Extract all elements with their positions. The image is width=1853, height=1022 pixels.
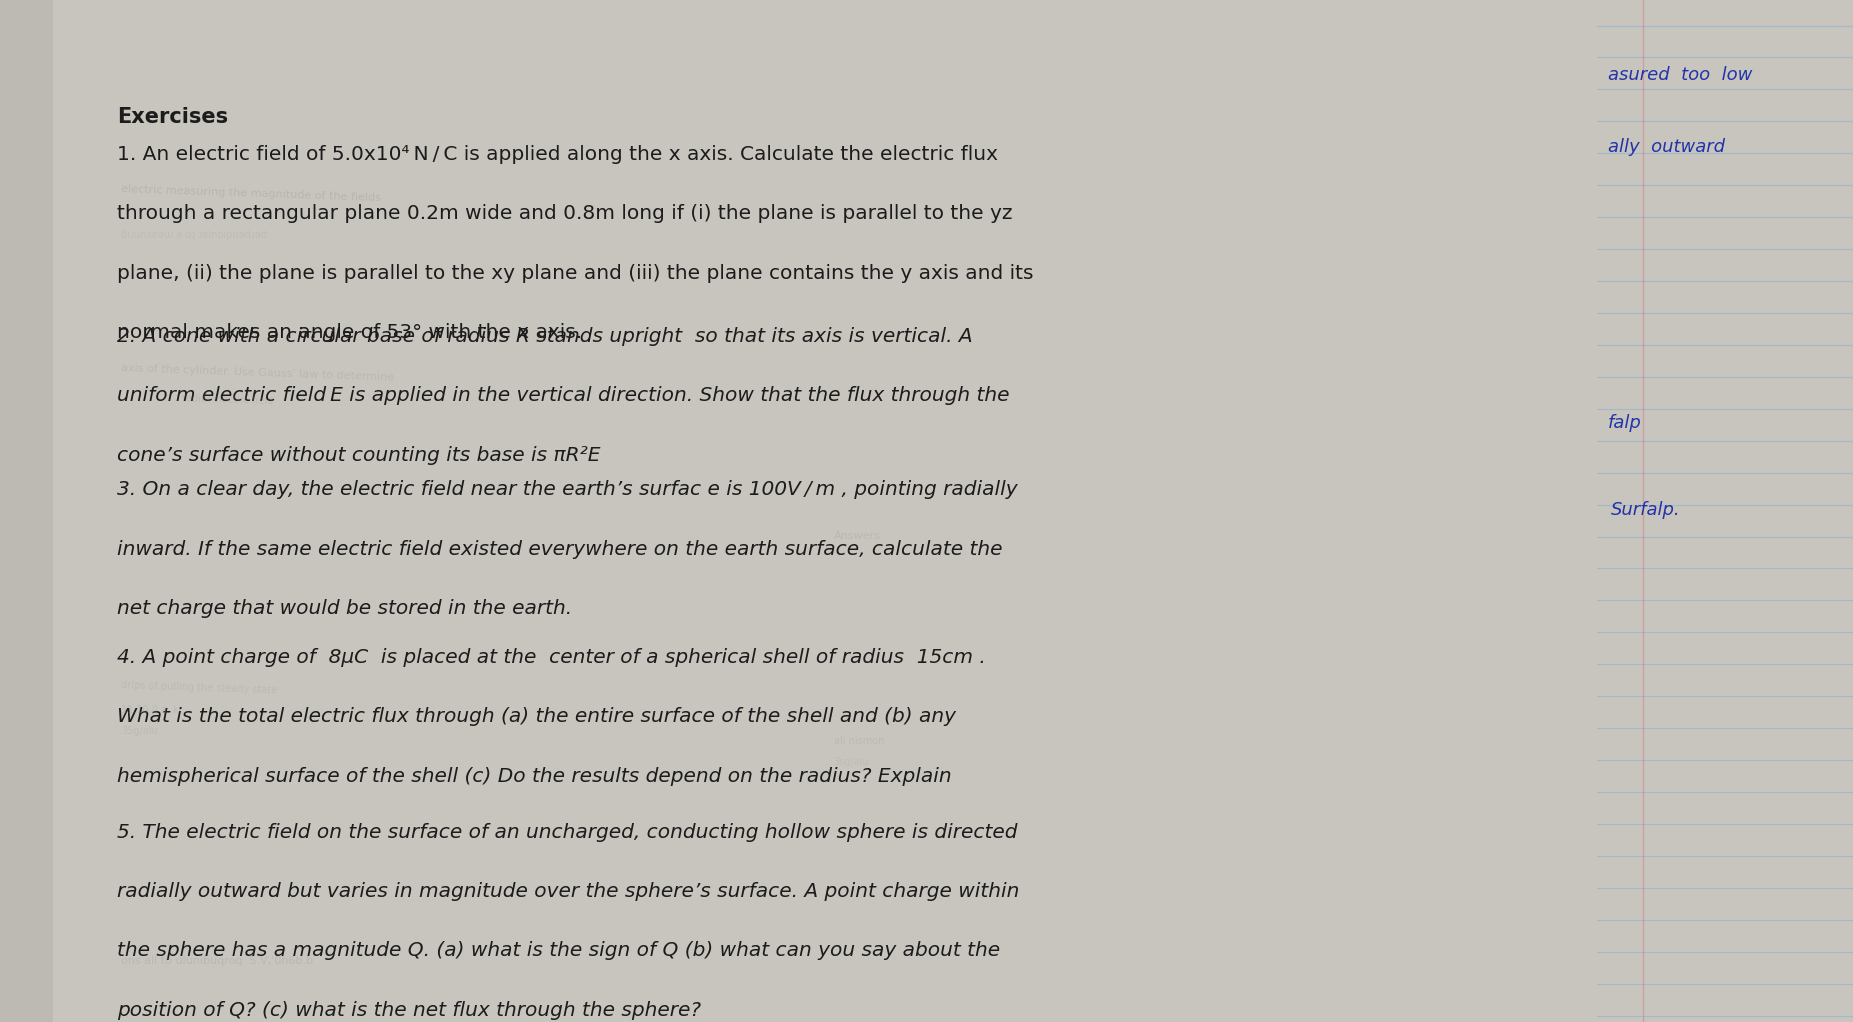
Text: axis of the cylinder. Use Gauss’ law to determine: axis of the cylinder. Use Gauss’ law to … xyxy=(120,363,395,382)
Text: 5. The electric field on the surface of an uncharged, conducting hollow sphere i: 5. The electric field on the surface of … xyxy=(117,823,1017,842)
Text: electric measuring the magnitude of the fields: electric measuring the magnitude of the … xyxy=(120,184,382,203)
Text: ƃuıɹnseəɯ ɐ oʇ ɹɐlnoipuadɹad: ƃuıɹnseəɯ ɐ oʇ ɹɐlnoipuadɹad xyxy=(120,230,267,240)
Text: drips of pulling the steady state: drips of pulling the steady state xyxy=(120,680,278,695)
Text: What is the total electric flux through (a) the entire surface of the shell and : What is the total electric flux through … xyxy=(117,707,956,727)
Text: radially outward but varies in magnitude over the sphere’s surface. A point char: radially outward but varies in magnitude… xyxy=(117,882,1019,901)
Text: ons all to ulunibuqroq  5.V,'0h6b.b: ons all to ulunibuqroq 5.V,'0h6b.b xyxy=(120,956,313,966)
Text: Exercises: Exercises xyxy=(117,107,228,128)
Text: 3. On a clear day, the electric field near the earth’s surfac e is 100V / m , po: 3. On a clear day, the electric field ne… xyxy=(117,480,1017,500)
Text: normal makes an angle of 53° with the x axis.: normal makes an angle of 53° with the x … xyxy=(117,323,582,342)
Text: net charge that would be stored in the earth.: net charge that would be stored in the e… xyxy=(117,599,573,618)
Text: through a rectangular plane 0.2m wide and 0.8m long if (i) the plane is parallel: through a rectangular plane 0.2m wide an… xyxy=(117,204,1012,224)
Text: 35g/alu: 35g/alu xyxy=(120,726,158,736)
Text: plane, (ii) the plane is parallel to the xy plane and (iii) the plane contains t: plane, (ii) the plane is parallel to the… xyxy=(117,264,1034,283)
Text: the sphere has a magnitude Q. (a) what is the sign of Q (b) what can you say abo: the sphere has a magnitude Q. (a) what i… xyxy=(117,941,1001,961)
Text: hemispherical surface of the shell (c) Do the results depend on the radius? Expl: hemispherical surface of the shell (c) D… xyxy=(117,766,951,786)
Text: cone’s surface without counting its base is πR²E: cone’s surface without counting its base… xyxy=(117,446,600,465)
Text: 3sg|alu: 3sg|alu xyxy=(834,756,869,766)
Text: 4. A point charge of  8μC  is placed at the  center of a spherical shell of radi: 4. A point charge of 8μC is placed at th… xyxy=(117,648,986,667)
Text: 1. An electric field of 5.0x10⁴ N / C is applied along the x axis. Calculate the: 1. An electric field of 5.0x10⁴ N / C is… xyxy=(117,145,997,165)
Text: Answers: Answers xyxy=(834,531,880,542)
Bar xyxy=(0,0,54,1022)
Text: ali nismon: ali nismon xyxy=(834,736,884,746)
Text: 11:10.0 a  k: 11:10.0 a k xyxy=(120,705,180,715)
Text: ally  outward: ally outward xyxy=(1608,138,1725,156)
Text: falp: falp xyxy=(1608,414,1642,432)
Text: uniform electric field E is applied in the vertical direction. Show that the flu: uniform electric field E is applied in t… xyxy=(117,386,1010,406)
Text: 2. A cone with a circular base of radius R stands upright  so that its axis is v: 2. A cone with a circular base of radius… xyxy=(117,327,973,346)
Text: inward. If the same electric field existed everywhere on the earth surface, calc: inward. If the same electric field exist… xyxy=(117,540,1002,559)
Text: Surfalp.: Surfalp. xyxy=(1612,501,1681,519)
Text: asured  too  low: asured too low xyxy=(1608,66,1751,85)
Text: radial electric field: radial electric field xyxy=(182,393,272,407)
Text: position of Q? (c) what is the net flux through the sphere?: position of Q? (c) what is the net flux … xyxy=(117,1001,700,1020)
